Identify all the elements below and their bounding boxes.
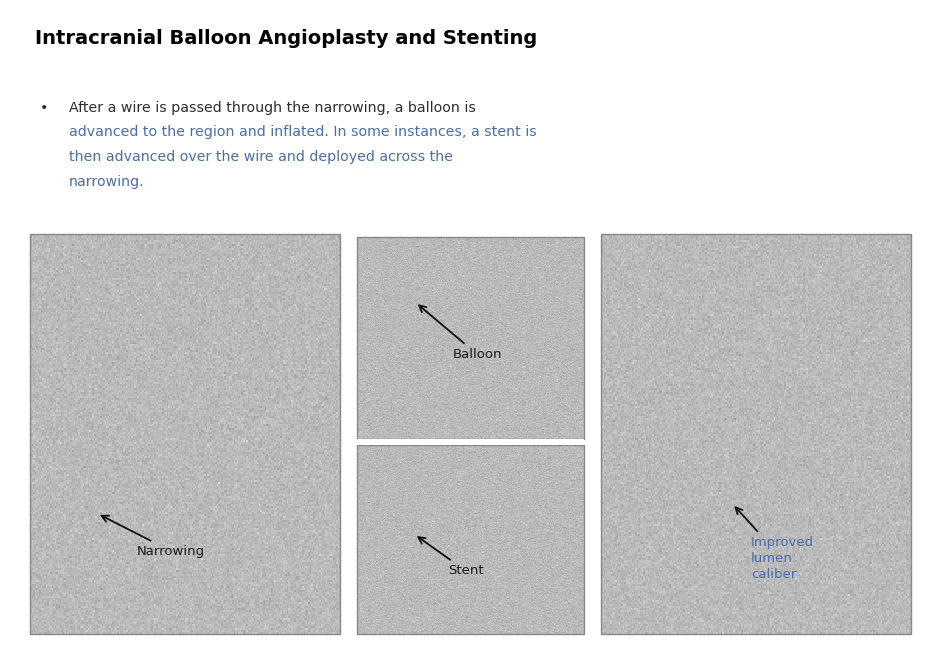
Text: After a wire is passed through the narrowing, a balloon is: After a wire is passed through the narro… (69, 101, 476, 115)
Text: •: • (40, 101, 48, 115)
Bar (357, 439, 584, 445)
Bar (601, 234, 911, 634)
Text: Narrowing: Narrowing (102, 515, 205, 558)
Text: then advanced over the wire and deployed across the: then advanced over the wire and deployed… (69, 150, 452, 164)
Text: Intracranial Balloon Angioplasty and Stenting: Intracranial Balloon Angioplasty and Ste… (35, 29, 538, 48)
Bar (30, 234, 340, 634)
Text: narrowing.: narrowing. (69, 175, 145, 189)
Text: advanced to the region and inflated. In some instances, a stent is: advanced to the region and inflated. In … (69, 125, 537, 140)
Bar (357, 237, 584, 439)
Text: Improved
lumen
caliber: Improved lumen caliber (735, 507, 814, 581)
Text: Balloon: Balloon (419, 306, 502, 361)
Text: Stent: Stent (418, 537, 483, 577)
Bar (357, 445, 584, 634)
